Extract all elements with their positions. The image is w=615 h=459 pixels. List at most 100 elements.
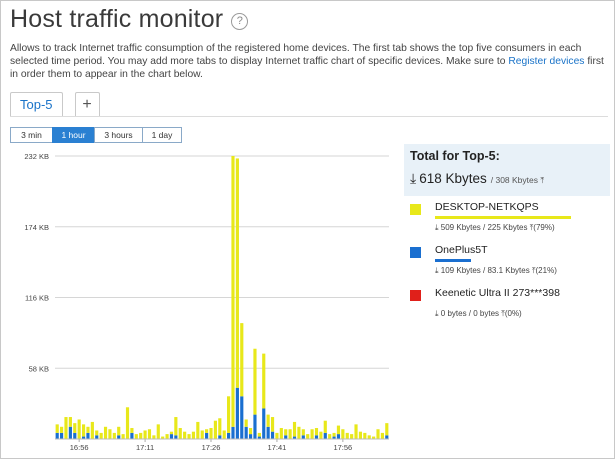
bar-segment[interactable] <box>292 421 297 437</box>
bar-segment[interactable] <box>112 432 116 439</box>
bar-segment[interactable] <box>231 426 235 439</box>
bar-segment[interactable] <box>95 435 99 439</box>
bar-segment[interactable] <box>266 414 270 427</box>
bar-segment[interactable] <box>139 432 143 439</box>
bar-segment[interactable] <box>174 417 178 436</box>
bar-segment[interactable] <box>310 429 314 439</box>
bar-segment[interactable] <box>284 429 288 436</box>
bar-segment[interactable] <box>121 434 125 439</box>
bar-segment[interactable] <box>222 430 226 439</box>
bar-segment[interactable] <box>125 407 130 439</box>
bar-segment[interactable] <box>143 430 147 439</box>
bar-segment[interactable] <box>147 429 152 439</box>
bar-segment[interactable] <box>81 424 86 437</box>
bar-segment[interactable] <box>336 434 341 439</box>
bar-segment[interactable] <box>161 436 165 439</box>
bar-segment[interactable] <box>200 430 204 439</box>
bar-segment[interactable] <box>55 432 59 439</box>
bar-segment[interactable] <box>73 432 77 439</box>
bar-segment[interactable] <box>227 396 231 433</box>
bar-segment[interactable] <box>354 424 358 439</box>
bar-segment[interactable] <box>332 432 336 437</box>
bar-segment[interactable] <box>55 424 59 433</box>
period-3-hours-button[interactable]: 3 hours <box>94 127 142 143</box>
bar-segment[interactable] <box>270 431 275 439</box>
bar-segment[interactable] <box>253 348 257 415</box>
bar-segment[interactable] <box>108 429 112 439</box>
register-devices-link[interactable]: Register devices <box>508 56 585 67</box>
bar-segment[interactable] <box>99 432 103 439</box>
bar-segment[interactable] <box>244 426 248 439</box>
bar-segment[interactable] <box>341 429 345 439</box>
bar-segment[interactable] <box>350 434 354 439</box>
bar-segment[interactable] <box>372 436 376 439</box>
bar-segment[interactable] <box>227 432 231 439</box>
bar-segment[interactable] <box>213 420 217 439</box>
bar-segment[interactable] <box>86 426 90 433</box>
bar-segment[interactable] <box>376 429 380 439</box>
bar-segment[interactable] <box>248 434 253 439</box>
bar-segment[interactable] <box>165 434 169 439</box>
period-1-hour-button[interactable]: 1 hour <box>52 127 94 143</box>
bar-segment[interactable] <box>64 417 68 439</box>
bar-segment[interactable] <box>77 419 81 439</box>
bar-segment[interactable] <box>248 428 253 435</box>
bar-segment[interactable] <box>130 428 134 433</box>
bar-segment[interactable] <box>301 435 305 439</box>
add-tab-button[interactable]: + <box>74 92 100 116</box>
bar-segment[interactable] <box>323 432 327 439</box>
bar-segment[interactable] <box>385 435 389 439</box>
bar-segment[interactable] <box>68 417 72 427</box>
bar-segment[interactable] <box>301 429 305 436</box>
bar-segment[interactable] <box>60 432 64 439</box>
bar-segment[interactable] <box>205 429 209 433</box>
bar-segment[interactable] <box>257 436 261 439</box>
bar-segment[interactable] <box>174 435 178 439</box>
bar-segment[interactable] <box>218 435 222 439</box>
bar-segment[interactable] <box>134 434 138 439</box>
bar-segment[interactable] <box>68 426 72 439</box>
bar-segment[interactable] <box>332 436 336 439</box>
bar-segment[interactable] <box>345 432 349 439</box>
period-1-day-button[interactable]: 1 day <box>142 127 182 143</box>
bar-segment[interactable] <box>191 431 196 439</box>
bar-segment[interactable] <box>270 417 275 432</box>
bar-segment[interactable] <box>103 426 108 439</box>
bar-segment[interactable] <box>253 414 257 439</box>
bar-segment[interactable] <box>336 425 341 435</box>
bar-segment[interactable] <box>284 435 288 439</box>
bar-segment[interactable] <box>279 428 283 439</box>
bar-segment[interactable] <box>367 435 371 439</box>
bar-segment[interactable] <box>218 418 222 436</box>
bar-segment[interactable] <box>209 428 213 439</box>
bar-segment[interactable] <box>231 156 235 427</box>
help-icon[interactable]: ? <box>231 12 249 30</box>
bar-segment[interactable] <box>257 432 261 437</box>
bar-segment[interactable] <box>262 408 266 439</box>
bar-segment[interactable] <box>90 421 94 439</box>
bar-segment[interactable] <box>288 429 292 439</box>
bar-segment[interactable] <box>235 387 239 439</box>
bar-segment[interactable] <box>178 428 182 439</box>
bar-segment[interactable] <box>323 420 327 433</box>
bar-segment[interactable] <box>328 434 332 439</box>
bar-segment[interactable] <box>319 431 323 439</box>
bar-segment[interactable] <box>358 431 363 439</box>
bar-segment[interactable] <box>156 424 160 439</box>
tab-top-5[interactable]: Top-5 <box>10 92 63 116</box>
bar-segment[interactable] <box>297 426 301 439</box>
bar-segment[interactable] <box>314 435 319 439</box>
bar-segment[interactable] <box>380 432 384 439</box>
bar-segment[interactable] <box>86 432 90 439</box>
bar-segment[interactable] <box>363 432 367 439</box>
bar-segment[interactable] <box>205 432 209 439</box>
bar-segment[interactable] <box>81 436 86 439</box>
bar-segment[interactable] <box>117 426 121 436</box>
bar-segment[interactable] <box>235 158 239 388</box>
bar-segment[interactable] <box>183 431 187 439</box>
bar-segment[interactable] <box>60 426 64 433</box>
bar-segment[interactable] <box>306 434 310 439</box>
bar-segment[interactable] <box>240 323 244 397</box>
bar-segment[interactable] <box>152 435 156 439</box>
bar-segment[interactable] <box>73 423 77 433</box>
